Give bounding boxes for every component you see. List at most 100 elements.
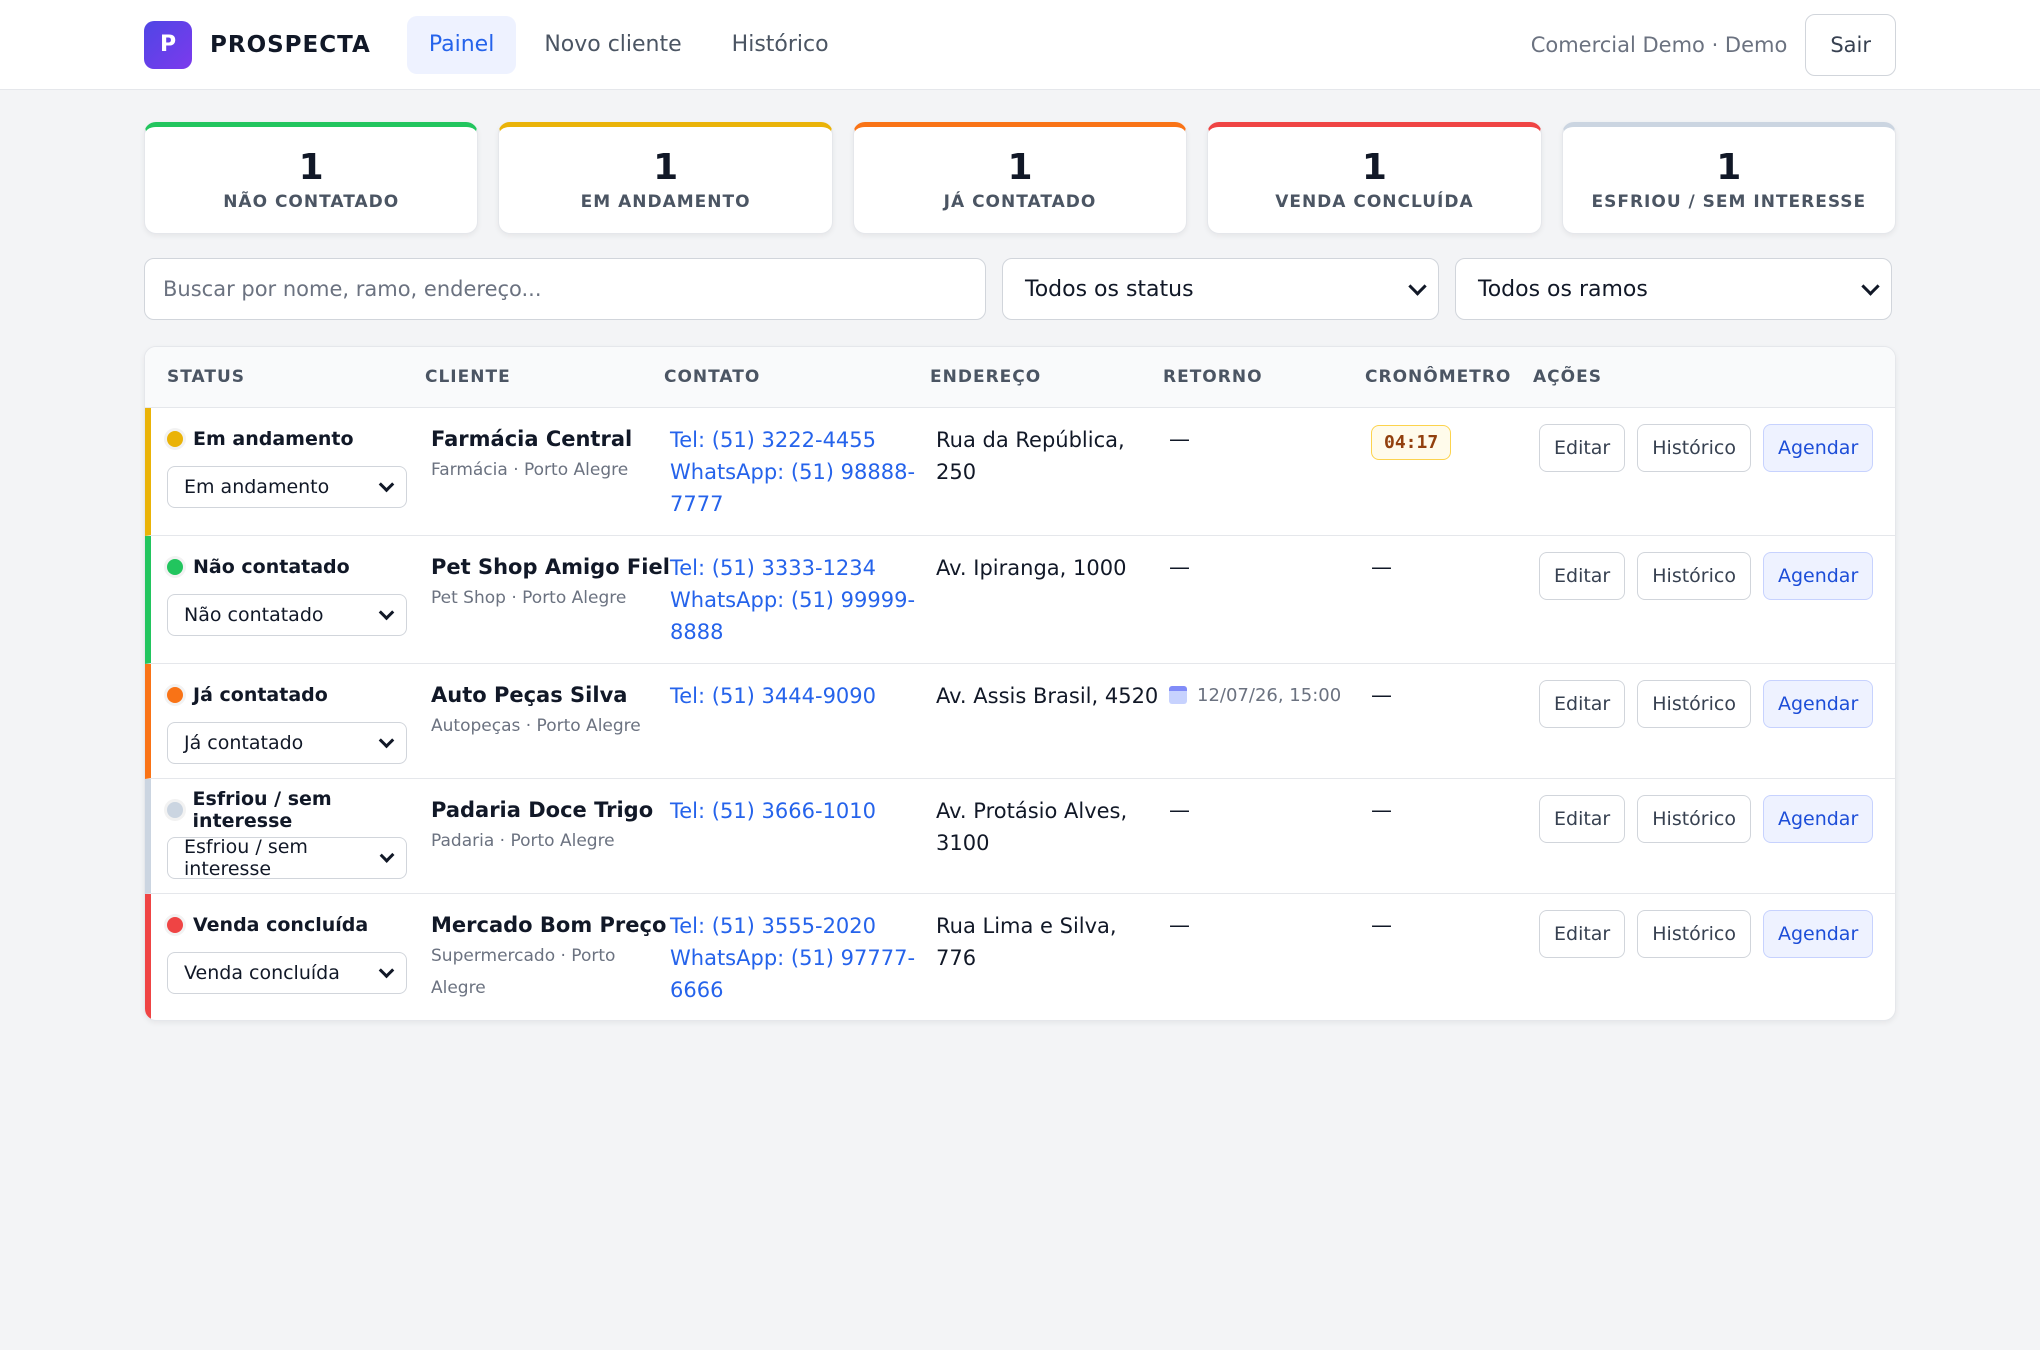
timer-empty: — — [1371, 798, 1392, 822]
timer-empty: — — [1371, 555, 1392, 579]
status-select-value: Venda concluída — [184, 962, 340, 984]
main-nav: Painel Novo cliente Histórico — [406, 15, 851, 74]
stat-card-venda-concluida[interactable]: 1 VENDA CONCLUÍDA — [1207, 122, 1542, 234]
actions-cell: Editar Histórico Agendar — [1539, 680, 1895, 778]
status-select[interactable]: Já contatado — [167, 722, 407, 764]
stat-label: VENDA CONCLUÍDA — [1275, 192, 1474, 212]
table-row: Esfriou / sem interesse Esfriou / sem in… — [145, 779, 1895, 894]
timer-cell: — — [1371, 795, 1539, 893]
contact-cell: Tel: (51) 3555-2020 WhatsApp: (51) 97777… — [670, 910, 936, 1020]
client-name: Mercado Bom Preço — [431, 913, 667, 937]
status-cell: Não contatado Não contatado — [151, 552, 431, 663]
edit-button[interactable]: Editar — [1539, 795, 1626, 843]
client-cell: Padaria Doce Trigo Padaria · Porto Alegr… — [431, 795, 670, 893]
logo-icon[interactable]: P — [144, 20, 192, 69]
client-cell: Farmácia Central Farmácia · Porto Alegre — [431, 424, 670, 535]
header-status: STATUS — [167, 367, 246, 387]
contact-cell: Tel: (51) 3444-9090 — [670, 680, 936, 778]
table-row: Não contatado Não contatado Pet Shop Ami… — [145, 536, 1895, 664]
status-select[interactable]: Venda concluída — [167, 952, 407, 994]
whatsapp-link[interactable]: WhatsApp: (51) 98888- 7777 — [670, 456, 936, 520]
address-line: 3100 — [936, 831, 990, 855]
status-summary: 1 NÃO CONTATADO 1 EM ANDAMENTO 1 JÁ CONT… — [144, 122, 1897, 234]
header-cronometro: CRONÔMETRO — [1365, 367, 1512, 387]
client-meta: Pet Shop · Porto Alegre — [431, 588, 627, 608]
contact-cell: Tel: (51) 3333-1234 WhatsApp: (51) 99999… — [670, 552, 936, 663]
nav-historico[interactable]: Histórico — [731, 32, 829, 57]
status-select[interactable]: Não contatado — [167, 594, 407, 636]
clients-table: STATUS CLIENTE CONTATO ENDEREÇO RETORNO … — [144, 346, 1896, 1021]
status-text: Venda concluída — [193, 914, 369, 936]
chevron-down-icon — [378, 476, 395, 492]
edit-button[interactable]: Editar — [1539, 680, 1626, 728]
edit-button[interactable]: Editar — [1539, 552, 1626, 600]
schedule-button[interactable]: Agendar — [1762, 680, 1874, 728]
phone-link[interactable]: Tel: (51) 3555-2020 — [670, 914, 877, 938]
top-navbar: P PROSPECTA Painel Novo cliente Históric… — [0, 0, 2040, 90]
chevron-down-icon — [1408, 276, 1427, 296]
status-select[interactable]: Em andamento — [167, 466, 407, 508]
status-cell: Esfriou / sem interesse Esfriou / sem in… — [151, 788, 431, 893]
client-meta: Padaria · Porto Alegre — [431, 831, 615, 851]
retorno-empty: — — [1169, 913, 1190, 937]
search-input[interactable] — [144, 258, 986, 320]
whatsapp-link[interactable]: WhatsApp: (51) 99999- 8888 — [670, 584, 936, 648]
stat-card-em-andamento[interactable]: 1 EM ANDAMENTO — [498, 122, 833, 234]
calendar-icon — [1169, 686, 1187, 704]
retorno-empty: — — [1169, 798, 1190, 822]
address-line: 250 — [936, 460, 977, 484]
status-select-value: Já contatado — [184, 732, 304, 754]
brand-name[interactable]: PROSPECTA — [210, 31, 371, 58]
status-dot-icon — [167, 687, 183, 703]
history-button[interactable]: Histórico — [1637, 424, 1751, 472]
table-row: Em andamento Em andamento Farmácia Centr… — [145, 408, 1895, 536]
timer-badge: 04:17 — [1371, 425, 1452, 460]
address-line: Av. Protásio Alves, — [936, 799, 1128, 823]
stat-label: NÃO CONTATADO — [223, 192, 400, 212]
actions-cell: Editar Histórico Agendar — [1539, 424, 1895, 535]
history-button[interactable]: Histórico — [1637, 552, 1751, 600]
schedule-button[interactable]: Agendar — [1762, 910, 1874, 958]
edit-button[interactable]: Editar — [1539, 910, 1626, 958]
phone-link[interactable]: Tel: (51) 3666-1010 — [670, 799, 877, 823]
stat-label: EM ANDAMENTO — [580, 192, 751, 212]
retorno-cell: — — [1169, 424, 1371, 535]
edit-button[interactable]: Editar — [1539, 424, 1626, 472]
ramo-filter-value: Todos os ramos — [1478, 276, 1648, 302]
schedule-button[interactable]: Agendar — [1762, 424, 1874, 472]
schedule-button[interactable]: Agendar — [1762, 795, 1874, 843]
history-button[interactable]: Histórico — [1637, 910, 1751, 958]
table-header: STATUS CLIENTE CONTATO ENDEREÇO RETORNO … — [145, 347, 1895, 408]
address-cell: Av. Protásio Alves, 3100 — [936, 795, 1169, 893]
retorno-date: 12/07/26, 15:00 — [1169, 680, 1371, 710]
phone-link[interactable]: Tel: (51) 3444-9090 — [670, 684, 877, 708]
address-cell: Av. Assis Brasil, 4520 — [936, 680, 1169, 778]
stat-card-nao-contatado[interactable]: 1 NÃO CONTATADO — [144, 122, 479, 234]
stat-card-esfriou[interactable]: 1 ESFRIOU / SEM INTERESSE — [1561, 122, 1897, 234]
stat-card-ja-contatado[interactable]: 1 JÁ CONTATADO — [852, 122, 1188, 234]
retorno-date-text: 12/07/26, 15:00 — [1197, 684, 1342, 706]
address-line: Av. Assis Brasil, 4520 — [936, 684, 1159, 708]
status-select[interactable]: Esfriou / sem interesse — [167, 836, 407, 880]
ramo-filter-select[interactable]: Todos os ramos — [1455, 258, 1892, 320]
retorno-cell: 12/07/26, 15:00 — [1169, 680, 1371, 778]
status-filter-select[interactable]: Todos os status — [1002, 258, 1439, 320]
logout-button[interactable]: Sair — [1805, 13, 1896, 76]
history-button[interactable]: Histórico — [1637, 680, 1751, 728]
phone-link[interactable]: Tel: (51) 3222-4455 — [670, 428, 877, 452]
actions-cell: Editar Histórico Agendar — [1539, 552, 1895, 663]
timer-empty: — — [1371, 683, 1392, 707]
schedule-button[interactable]: Agendar — [1762, 552, 1874, 600]
phone-link[interactable]: Tel: (51) 3333-1234 — [670, 556, 877, 580]
contact-cell: Tel: (51) 3666-1010 — [670, 795, 936, 893]
nav-novo-cliente[interactable]: Novo cliente — [544, 32, 682, 57]
status-indicator: Já contatado — [167, 680, 431, 710]
timer-cell: — — [1371, 552, 1539, 663]
header-acoes: AÇÕES — [1533, 367, 1602, 387]
client-name: Pet Shop Amigo Fiel — [431, 555, 670, 579]
header-cliente: CLIENTE — [425, 367, 511, 387]
status-dot-icon — [167, 802, 183, 818]
nav-painel[interactable]: Painel — [406, 15, 517, 74]
whatsapp-link[interactable]: WhatsApp: (51) 97777- 6666 — [670, 942, 936, 1006]
history-button[interactable]: Histórico — [1637, 795, 1751, 843]
